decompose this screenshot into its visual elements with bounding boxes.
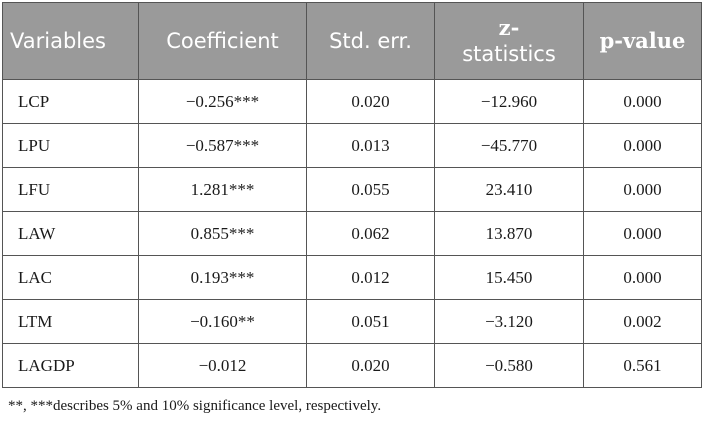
cell-z-statistic: −3.120 — [434, 299, 584, 344]
regression-table-container: Variables Coefficient Std. err. z- stati… — [2, 2, 702, 388]
cell-std-err: 0.062 — [306, 211, 435, 256]
cell-z-statistic: 23.410 — [434, 167, 584, 212]
cell-variable: LTM — [2, 299, 139, 344]
table-header: Variables Coefficient Std. err. z- stati… — [2, 2, 702, 80]
cell-variable: LCP — [2, 79, 139, 124]
cell-p-value: 0.561 — [583, 343, 702, 388]
cell-coefficient: −0.256*** — [138, 79, 307, 124]
table-row: LTM −0.160** 0.051 −3.120 0.002 — [2, 299, 702, 344]
cell-z-statistic: −45.770 — [434, 123, 584, 168]
cell-z-statistic: 13.870 — [434, 211, 584, 256]
cell-p-value: 0.000 — [583, 255, 702, 300]
cell-coefficient: −0.012 — [138, 343, 307, 388]
cell-variable: LPU — [2, 123, 139, 168]
cell-coefficient: −0.160** — [138, 299, 307, 344]
header-row: Variables Coefficient Std. err. z- stati… — [2, 2, 702, 80]
cell-z-statistic: 15.450 — [434, 255, 584, 300]
cell-std-err: 0.012 — [306, 255, 435, 300]
cell-z-statistic: −12.960 — [434, 79, 584, 124]
cell-std-err: 0.051 — [306, 299, 435, 344]
table-row: LFU 1.281*** 0.055 23.410 0.000 — [2, 167, 702, 212]
table-row: LAW 0.855*** 0.062 13.870 0.000 — [2, 211, 702, 256]
header-std-err: Std. err. — [306, 2, 435, 80]
table-row: LAGDP −0.012 0.020 −0.580 0.561 — [2, 343, 702, 388]
regression-results-table: Variables Coefficient Std. err. z- stati… — [2, 2, 702, 388]
table-row: LPU −0.587*** 0.013 −45.770 0.000 — [2, 123, 702, 168]
cell-z-statistic: −0.580 — [434, 343, 584, 388]
table-row: LCP −0.256*** 0.020 −12.960 0.000 — [2, 79, 702, 124]
header-z-line2: statistics — [462, 42, 556, 66]
cell-variable: LAGDP — [2, 343, 139, 388]
cell-std-err: 0.020 — [306, 343, 435, 388]
cell-p-value: 0.000 — [583, 79, 702, 124]
cell-variable: LAC — [2, 255, 139, 300]
cell-std-err: 0.020 — [306, 79, 435, 124]
table-row: LAC 0.193*** 0.012 15.450 0.000 — [2, 255, 702, 300]
header-z-statistics: z- statistics — [434, 2, 584, 80]
cell-coefficient: 0.193*** — [138, 255, 307, 300]
cell-variable: LAW — [2, 211, 139, 256]
header-variables: Variables — [2, 2, 139, 80]
header-z-line1: z- — [498, 15, 520, 40]
header-p-value: p-value — [583, 2, 702, 80]
cell-coefficient: −0.587*** — [138, 123, 307, 168]
cell-coefficient: 1.281*** — [138, 167, 307, 212]
table-footnote: **, ***describes 5% and 10% significance… — [8, 398, 382, 414]
cell-std-err: 0.055 — [306, 167, 435, 212]
cell-std-err: 0.013 — [306, 123, 435, 168]
header-coefficient: Coefficient — [138, 2, 307, 80]
cell-p-value: 0.000 — [583, 123, 702, 168]
cell-p-value: 0.000 — [583, 167, 702, 212]
cell-p-value: 0.002 — [583, 299, 702, 344]
cell-p-value: 0.000 — [583, 211, 702, 256]
cell-coefficient: 0.855*** — [138, 211, 307, 256]
cell-variable: LFU — [2, 167, 139, 212]
table-body: LCP −0.256*** 0.020 −12.960 0.000 LPU −0… — [2, 79, 702, 388]
